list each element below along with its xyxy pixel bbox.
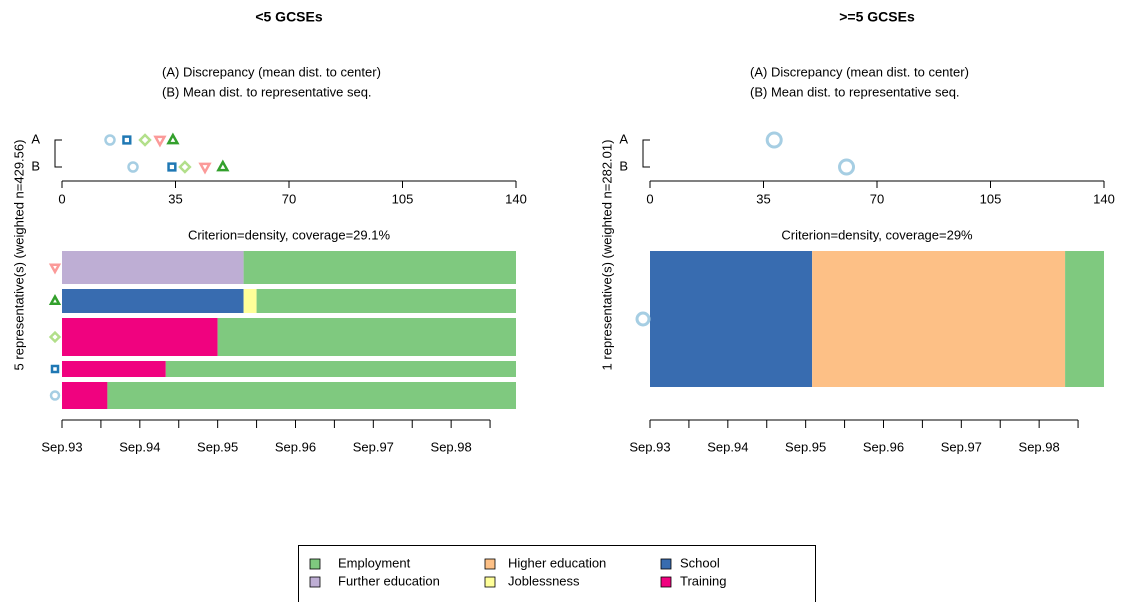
row-bracket [54,139,62,168]
marker [765,131,783,149]
time-tick-label: Sep.96 [863,439,904,454]
sequence-segment [62,318,218,356]
measure-label: (A) Discrepancy (mean dist. to center) [750,64,969,79]
marker [216,159,230,172]
sequence-segment [650,251,813,387]
legend-label: Higher education [508,555,606,570]
time-tick-label: Sep.98 [431,439,472,454]
legend-swatch [309,576,321,588]
row-label: B [31,158,40,173]
marker [635,311,651,327]
x-tick-label: 140 [1093,191,1115,206]
time-tick-label: Sep.97 [353,439,394,454]
x-tick-label: 35 [168,191,182,206]
x-tick-label: 105 [392,191,414,206]
measure-label: (A) Discrepancy (mean dist. to center) [162,64,381,79]
x-tick-label: 140 [505,191,527,206]
marker [838,158,856,176]
row-label: A [619,131,628,146]
marker [153,135,167,148]
time-tick-label: Sep.95 [197,439,238,454]
sequence-segment [243,251,516,284]
marker [48,330,62,344]
legend-label: Employment [338,555,411,570]
sequence-segment [812,251,1066,387]
marker [50,364,60,374]
sequence-segment [62,361,166,377]
marker [178,160,192,174]
marker [127,161,139,173]
x-tick-label: 70 [870,191,884,206]
time-tick-label: Sep.98 [1019,439,1060,454]
legend-swatch [309,558,321,570]
time-tick-label: Sep.93 [629,439,670,454]
measure-label: (B) Mean dist. to representative seq. [162,84,372,99]
legend-swatch [484,558,496,570]
time-tick-label: Sep.95 [785,439,826,454]
panel-title: >=5 GCSEs [839,9,915,25]
sequence-segment [217,318,516,356]
legend-swatch [484,576,496,588]
marker [104,134,116,146]
marker [49,390,61,401]
time-tick-label: Sep.97 [941,439,982,454]
legend-label: Training [680,573,726,588]
legend-swatch [660,558,672,570]
sequence-segment [256,289,516,313]
marker [167,162,177,172]
time-tick-label: Sep.94 [707,439,748,454]
sequence-segment [1065,251,1104,387]
sequence-segment [107,382,517,409]
y-axis-label: 1 representative(s) (weighted n=282.01) [599,140,614,371]
sequence-segment [62,289,244,313]
y-axis-label: 5 representative(s) (weighted n=429.56) [11,140,26,371]
sequence-segment [165,361,516,377]
time-tick-label: Sep.93 [41,439,82,454]
subtitle: Criterion=density, coverage=29.1% [188,227,391,242]
x-tick-label: 105 [980,191,1002,206]
subtitle: Criterion=density, coverage=29% [781,227,973,242]
marker [138,133,152,147]
row-label: B [619,158,628,173]
x-tick-label: 70 [282,191,296,206]
sequence-segment [62,251,244,284]
legend-label: Joblessness [508,573,580,588]
row-bracket [642,139,650,168]
measure-label: (B) Mean dist. to representative seq. [750,84,960,99]
row-label: A [31,131,40,146]
sequence-segment [62,382,108,409]
legend-swatch [660,576,672,588]
marker [48,263,62,275]
legend-label: School [680,555,720,570]
legend-label: Further education [338,573,440,588]
sequence-segment [243,289,257,313]
marker [166,132,180,145]
time-tick-label: Sep.94 [119,439,160,454]
x-tick-label: 35 [756,191,770,206]
panel-title: <5 GCSEs [255,9,323,25]
marker [122,135,132,145]
x-tick-label: 0 [646,191,653,206]
legend-box [298,545,816,602]
x-tick-label: 0 [58,191,65,206]
time-tick-label: Sep.96 [275,439,316,454]
marker [198,162,212,175]
marker [48,294,62,306]
